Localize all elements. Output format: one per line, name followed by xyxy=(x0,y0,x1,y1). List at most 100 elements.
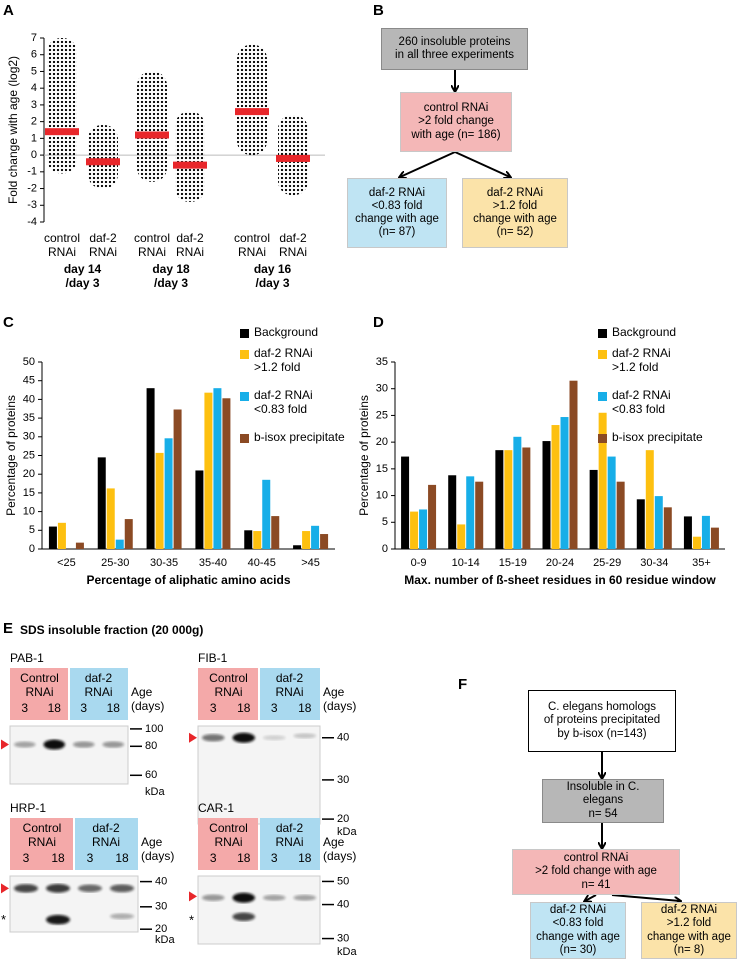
dot-cloud xyxy=(88,124,118,189)
blot-name: PAB-1 xyxy=(10,651,44,665)
marker-label: 60 xyxy=(145,769,157,781)
legend-swatch xyxy=(240,329,249,338)
band-annotation: * xyxy=(189,913,194,928)
group-header: daf-2 RNAi xyxy=(91,821,120,849)
y-tick-label: 0 xyxy=(382,543,388,555)
bar xyxy=(146,388,155,549)
unit-label: kDa xyxy=(337,946,357,958)
marker-label: 20 xyxy=(337,813,349,825)
group-header: daf-2 RNAi xyxy=(275,671,304,699)
y-axis-label: Fold change with age (log2) xyxy=(6,56,20,204)
unit-label: kDa xyxy=(337,826,357,838)
group-header: daf-2 RNAi xyxy=(84,671,113,699)
bar xyxy=(410,511,419,549)
bar xyxy=(654,496,663,549)
band-pointer xyxy=(189,891,197,902)
lane-label: 18 xyxy=(237,851,251,865)
flow-box: daf-2 RNAi >1.2 fold change with age (n=… xyxy=(641,902,737,959)
marker-label: 20 xyxy=(155,923,167,935)
panel-letter: E xyxy=(3,620,14,637)
header-daf2 xyxy=(260,668,320,720)
bar xyxy=(48,526,57,549)
y-tick-label: -4 xyxy=(27,216,37,228)
x-tick-label: daf-2 RNAi xyxy=(278,231,307,259)
marker-label: 30 xyxy=(337,932,349,944)
median-bar xyxy=(135,131,169,139)
bar xyxy=(692,536,701,549)
bar xyxy=(320,534,329,549)
y-tick-label: 15 xyxy=(23,487,35,499)
panel-letter: C xyxy=(3,314,14,331)
legend-label: daf-2 RNAi >1.2 fold xyxy=(612,346,671,374)
x-tick-label: 40-45 xyxy=(248,557,276,569)
bar xyxy=(97,457,106,549)
bar xyxy=(683,516,692,549)
lane-label: 3 xyxy=(86,851,94,865)
bar xyxy=(428,484,437,549)
y-tick-label: 2 xyxy=(31,116,37,128)
group-header: daf-2 RNAi xyxy=(275,821,304,849)
bar xyxy=(311,525,320,549)
lane-label: 3 xyxy=(22,851,30,865)
flow-box: Insoluble in C. elegans n= 54 xyxy=(542,779,664,823)
bar xyxy=(401,456,410,549)
bar xyxy=(560,417,569,549)
legend-label: daf-2 RNAi >1.2 fold xyxy=(254,346,313,374)
lane-label: 3 xyxy=(270,701,278,715)
blot-band xyxy=(110,913,134,920)
blot-band xyxy=(14,741,36,748)
bar xyxy=(222,398,231,549)
age-label: Age (days) xyxy=(323,685,357,713)
legend-swatch xyxy=(598,392,607,401)
bar xyxy=(663,507,672,549)
x-axis-label: Max. number of ß-sheet residues in 60 re… xyxy=(404,573,716,587)
bar xyxy=(253,531,262,549)
x-tick-label: 35+ xyxy=(692,557,711,569)
blot-image xyxy=(9,725,129,785)
group-label: day 16 /day 3 xyxy=(253,262,292,290)
header-daf2 xyxy=(70,668,128,720)
blot-band xyxy=(293,894,316,901)
blot-band xyxy=(102,741,124,748)
band-annotation: * xyxy=(1,912,6,927)
group-header: Control RNAi xyxy=(209,821,248,849)
y-tick-label: 5 xyxy=(29,524,35,536)
y-tick-label: 7 xyxy=(31,32,37,44)
bar xyxy=(115,539,124,549)
blot-band xyxy=(43,739,65,750)
bar xyxy=(419,509,428,549)
blot-band xyxy=(263,894,286,901)
x-axis-label: Percentage of aliphatic amino acids xyxy=(86,573,290,587)
y-tick-label: 10 xyxy=(376,489,388,501)
y-tick-label: 5 xyxy=(31,65,37,77)
x-tick-label: <25 xyxy=(57,557,76,569)
x-tick-label: 30-35 xyxy=(150,557,178,569)
panel-letter: F xyxy=(458,676,468,693)
x-tick-label: 25-30 xyxy=(101,557,129,569)
x-tick-label: control RNAi xyxy=(133,231,171,259)
marker-label: 40 xyxy=(337,732,349,744)
bar xyxy=(173,409,182,549)
y-tick-label: 0 xyxy=(29,543,35,555)
y-tick-label: 6 xyxy=(31,49,37,61)
legend-swatch xyxy=(240,434,249,443)
x-tick-label: 25-29 xyxy=(593,557,621,569)
x-tick-label: 15-19 xyxy=(499,557,527,569)
blot-name: HRP-1 xyxy=(10,801,47,815)
y-tick-label: 5 xyxy=(382,516,388,528)
lane-label: 18 xyxy=(115,851,129,865)
flow-box: daf-2 RNAi >1.2 fold change with age (n=… xyxy=(462,178,568,248)
y-tick-label: 4 xyxy=(31,82,37,94)
lane-label: 3 xyxy=(209,701,217,715)
bar xyxy=(636,499,645,549)
bar xyxy=(293,545,302,549)
y-tick-label: 1 xyxy=(31,132,37,144)
blot-band xyxy=(202,894,225,901)
y-tick-label: 15 xyxy=(376,463,388,475)
legend-swatch xyxy=(240,350,249,359)
lane-label: 18 xyxy=(51,851,65,865)
bar xyxy=(302,531,311,549)
group-label: day 18 /day 3 xyxy=(152,262,190,290)
y-tick-label: 35 xyxy=(23,412,35,424)
